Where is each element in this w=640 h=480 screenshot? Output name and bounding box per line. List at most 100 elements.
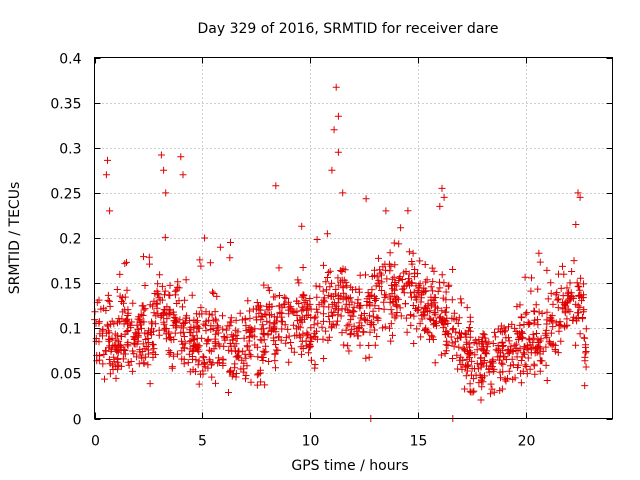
- data-point: [284, 306, 292, 314]
- data-point: [104, 156, 111, 164]
- data-point: [193, 328, 201, 336]
- data-point: [441, 350, 449, 357]
- data-point: [447, 333, 455, 341]
- data-point: [92, 337, 100, 345]
- data-point: [180, 333, 188, 340]
- data-point: [240, 334, 248, 342]
- data-point: [271, 357, 279, 365]
- data-point: [295, 279, 303, 287]
- data-point: [103, 321, 111, 329]
- y-tick-label: 0.3: [59, 142, 81, 158]
- data-point: [124, 327, 132, 334]
- x-tick-label: 10: [302, 434, 320, 450]
- data-point: [404, 207, 412, 215]
- data-point: [360, 328, 368, 336]
- data-point: [434, 287, 442, 295]
- data-point: [517, 357, 525, 364]
- data-point: [362, 271, 369, 279]
- data-point: [311, 364, 319, 372]
- data-point: [523, 309, 531, 317]
- data-point: [214, 323, 222, 331]
- data-point: [261, 348, 268, 356]
- data-point: [102, 347, 109, 355]
- data-point: [393, 294, 401, 302]
- data-point: [197, 304, 205, 312]
- data-point: [258, 353, 266, 361]
- data-point: [139, 312, 147, 319]
- data-point: [313, 293, 321, 301]
- data-point: [251, 325, 259, 333]
- y-tick-label: 0.35: [50, 97, 81, 113]
- data-point: [450, 342, 458, 350]
- data-point: [107, 347, 115, 355]
- data-point: [186, 337, 194, 345]
- data-point: [305, 349, 312, 357]
- data-point: [427, 283, 435, 291]
- data-point: [376, 269, 384, 277]
- data-point: [325, 313, 333, 320]
- data-point: [468, 357, 476, 365]
- data-point: [179, 320, 187, 327]
- data-point: [216, 243, 224, 251]
- data-point: [264, 284, 272, 292]
- data-point: [576, 286, 584, 294]
- data-point: [434, 304, 442, 312]
- data-point: [328, 279, 335, 287]
- y-tick-label: 0.2: [59, 232, 81, 248]
- data-point: [232, 347, 239, 355]
- data-point: [293, 297, 301, 305]
- data-point: [100, 351, 108, 358]
- data-point: [409, 249, 417, 257]
- data-point: [553, 296, 561, 304]
- data-point: [466, 387, 474, 395]
- data-point: [524, 346, 532, 354]
- data-point: [128, 318, 136, 326]
- data-point: [576, 330, 584, 338]
- data-point: [521, 361, 529, 369]
- data-point: [154, 289, 162, 297]
- data-point: [581, 382, 589, 390]
- data-point: [413, 306, 421, 314]
- data-point: [394, 295, 402, 303]
- data-point: [282, 294, 290, 302]
- data-point: [219, 325, 227, 333]
- data-point: [302, 296, 310, 304]
- data-point: [419, 310, 427, 318]
- data-point: [105, 356, 113, 363]
- data-point: [228, 347, 236, 355]
- data-point: [427, 300, 435, 308]
- data-point: [180, 344, 188, 352]
- data-point: [380, 305, 388, 313]
- data-point: [374, 316, 382, 324]
- data-point: [221, 336, 229, 344]
- data-point: [129, 367, 137, 375]
- data-point: [248, 331, 256, 339]
- data-point: [165, 347, 173, 355]
- data-point: [556, 318, 564, 326]
- data-point: [183, 312, 191, 320]
- data-point: [386, 249, 394, 257]
- data-point: [266, 319, 274, 327]
- data-point: [254, 353, 262, 361]
- data-point: [133, 330, 141, 338]
- y-tick-label: 0: [73, 413, 82, 429]
- data-point: [302, 342, 310, 350]
- data-point: [299, 305, 307, 313]
- data-point: [257, 378, 265, 386]
- data-point: [134, 325, 142, 333]
- data-point: [499, 342, 507, 349]
- data-point: [389, 299, 397, 307]
- data-point: [416, 280, 424, 288]
- data-point: [359, 328, 367, 336]
- data-point: [530, 334, 538, 342]
- data-point: [477, 361, 485, 369]
- data-point: [534, 285, 542, 293]
- data-point: [580, 280, 587, 288]
- data-point: [580, 306, 588, 314]
- data-point: [429, 278, 437, 286]
- data-point: [513, 303, 521, 311]
- data-point: [442, 341, 450, 349]
- data-point: [197, 262, 205, 270]
- data-point: [531, 316, 539, 324]
